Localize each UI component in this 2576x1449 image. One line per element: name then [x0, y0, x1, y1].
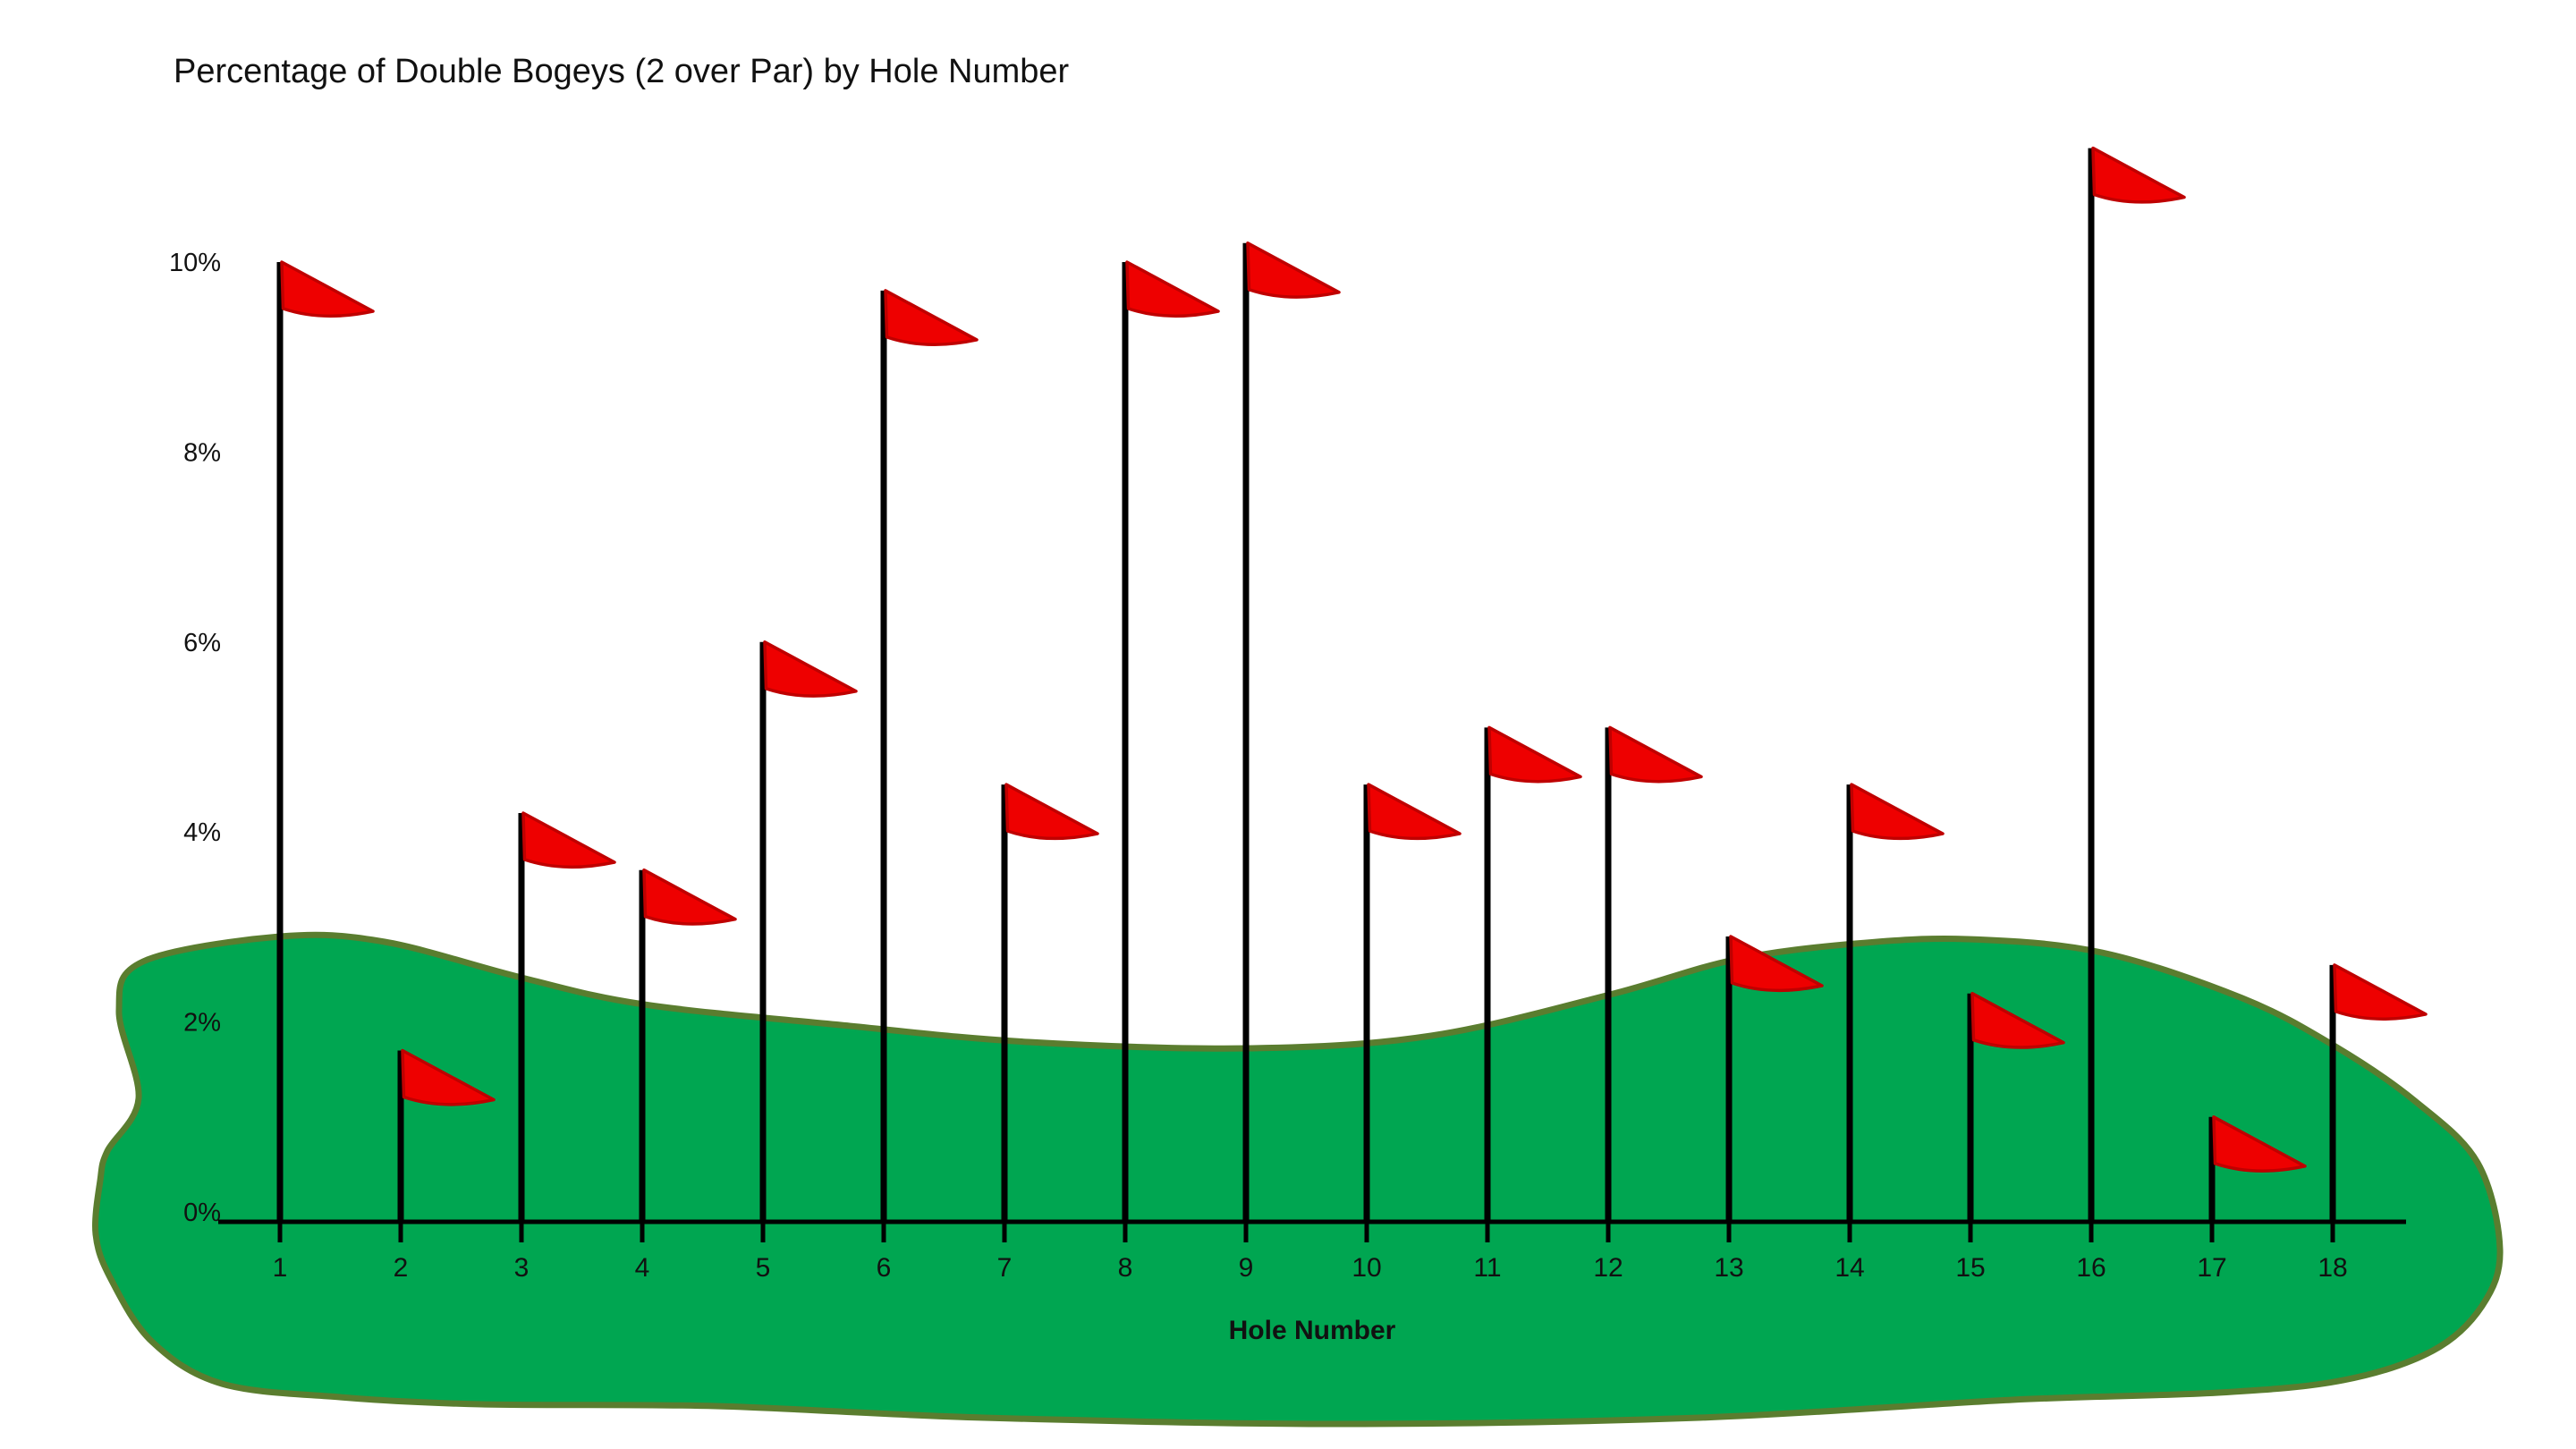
x-axis-tick-label: 17 [2197, 1253, 2226, 1283]
red-flag-icon [1004, 783, 1099, 841]
red-flag-icon [1850, 783, 1945, 841]
red-flag-icon [2212, 1115, 2307, 1173]
x-axis-tick-label: 4 [635, 1253, 650, 1283]
x-axis-tick-label: 7 [997, 1253, 1013, 1283]
x-axis-tick-label: 11 [1473, 1253, 1501, 1283]
red-flag-icon [401, 1048, 496, 1106]
flags-layer [276, 146, 2428, 1222]
hole-flag-1 [276, 260, 375, 1222]
labels-layer: Percentage of Double Bogeys (2 over Par)… [174, 53, 1396, 1345]
hole-flag-4 [639, 868, 737, 1222]
x-axis-tick-label: 14 [1835, 1253, 1864, 1283]
red-flag-icon [1608, 725, 1703, 784]
y-axis-tick-label: 10% [169, 249, 221, 277]
x-axis-tick-label: 8 [1118, 1253, 1133, 1283]
x-axis-tick-label: 18 [2318, 1253, 2347, 1283]
red-flag-icon [1367, 783, 1462, 841]
x-axis-tick-label: 3 [514, 1253, 530, 1283]
x-axis-tick-label: 9 [1239, 1253, 1254, 1283]
hole-flag-13 [1725, 935, 1824, 1222]
red-flag-icon [1729, 935, 1824, 993]
red-flag-icon [1246, 242, 1341, 299]
red-flag-icon [2333, 963, 2428, 1021]
y-axis-tick-label: 0% [183, 1199, 221, 1227]
hole-flag-14 [1846, 783, 1945, 1222]
x-axis-tick-label: 13 [1714, 1253, 1743, 1283]
red-flag-icon [884, 289, 979, 346]
red-flag-icon [521, 811, 616, 869]
hole-flag-6 [880, 289, 979, 1222]
hole-flag-2 [397, 1048, 496, 1222]
hole-flag-8 [1122, 260, 1220, 1222]
hole-flag-3 [518, 811, 616, 1222]
hole-flag-16 [2088, 146, 2186, 1222]
hole-flag-17 [2208, 1115, 2307, 1222]
red-flag-icon [280, 260, 375, 318]
hole-flag-10 [1363, 783, 1462, 1222]
red-flag-icon [763, 640, 858, 698]
red-flag-icon [1970, 991, 2065, 1049]
hole-flag-7 [1001, 783, 1099, 1222]
x-axis-title: Hole Number [1229, 1316, 1396, 1345]
y-axis-tick-label: 2% [183, 1009, 221, 1038]
red-flag-icon [2091, 146, 2186, 204]
hole-flag-11 [1484, 725, 1582, 1222]
hole-flag-12 [1605, 725, 1703, 1222]
golf-course-green-shape [92, 931, 2504, 1428]
x-axis-tick-label: 1 [273, 1253, 288, 1283]
hole-flag-15 [1967, 991, 2065, 1222]
x-axis-tick-label: 12 [1593, 1253, 1623, 1283]
golf-course-layer [92, 931, 2504, 1428]
x-axis-tick-label: 16 [2076, 1253, 2106, 1283]
hole-flag-18 [2329, 963, 2428, 1222]
red-flag-icon [642, 868, 737, 926]
x-axis-tick-label: 6 [877, 1253, 892, 1283]
hole-flag-5 [759, 640, 858, 1222]
red-flag-icon [1487, 725, 1582, 784]
x-axis-tick-label: 10 [1352, 1253, 1381, 1283]
x-axis-tick-label: 5 [756, 1253, 771, 1283]
chart-title: Percentage of Double Bogeys (2 over Par)… [174, 53, 1070, 90]
y-axis-tick-label: 8% [183, 438, 221, 467]
y-axis-tick-label: 4% [183, 818, 221, 847]
axis-layer: 0%2%4%6%8%10%1 2 3 4 5 6 7 8 9 10 11 12 13 14 15 16 17 18 [169, 249, 2406, 1283]
x-axis-tick-label: 2 [394, 1253, 409, 1283]
hole-flag-9 [1242, 242, 1341, 1222]
red-flag-icon [1125, 260, 1220, 318]
y-axis-tick-label: 6% [183, 629, 221, 657]
x-axis-tick-label: 15 [1955, 1253, 1985, 1283]
